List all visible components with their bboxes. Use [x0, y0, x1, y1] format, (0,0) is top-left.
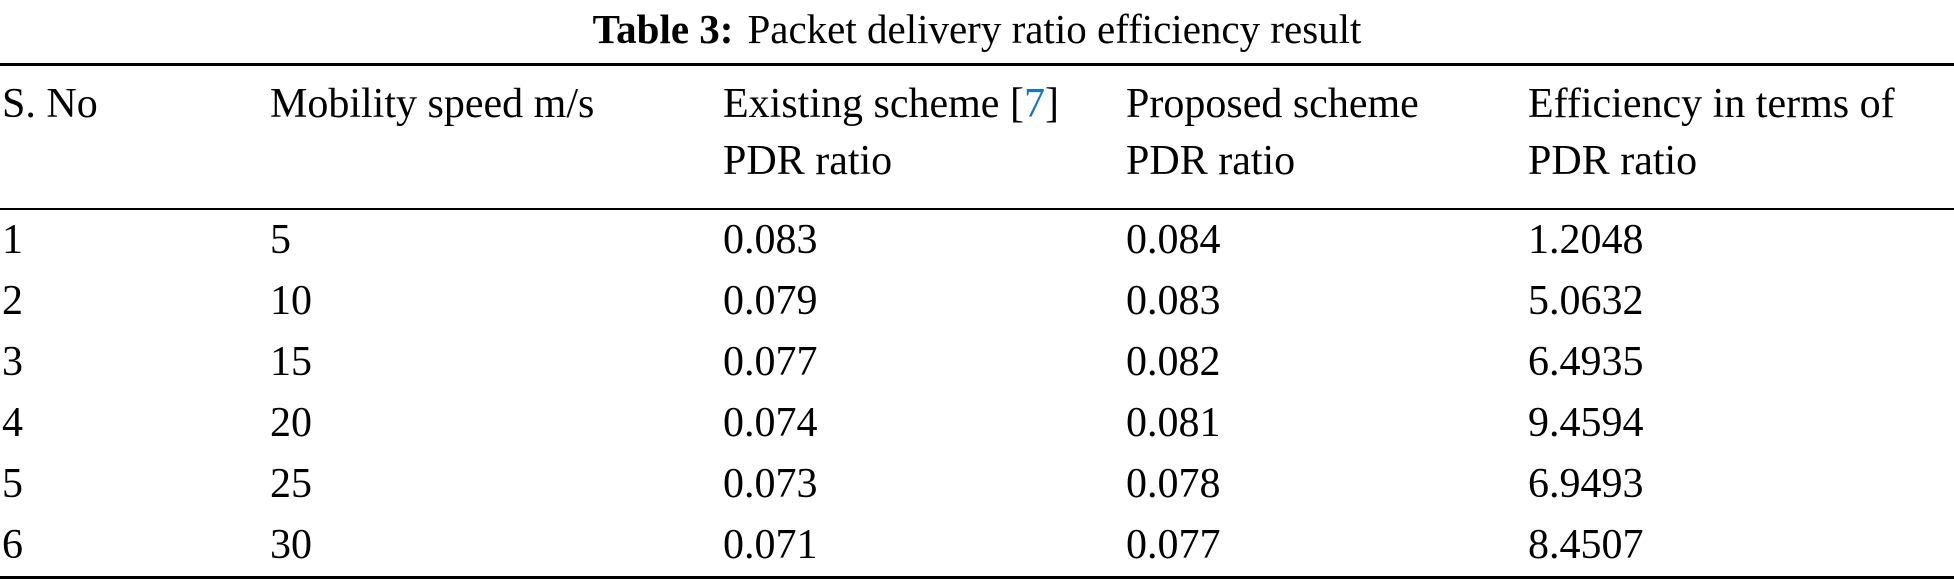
table-body: 1 5 0.083 0.084 1.2048 2 10 0.079 0.083 … [0, 209, 1954, 578]
table-row: 5 25 0.073 0.078 6.9493 [0, 454, 1954, 515]
cell-proposed-pdr: 0.084 [1126, 217, 1221, 263]
table-row: 3 15 0.077 0.082 6.4935 [0, 332, 1954, 393]
cell-sno: 5 [2, 461, 23, 507]
header-proposed-line2: PDR ratio [1126, 138, 1296, 184]
cell-efficiency: 1.2048 [1528, 217, 1644, 263]
cell-proposed-pdr: 0.082 [1126, 339, 1221, 385]
cell-proposed-pdr: 0.083 [1126, 278, 1221, 324]
cell-existing-pdr: 0.079 [723, 278, 818, 324]
cell-existing-pdr: 0.077 [723, 339, 818, 385]
table-header: S. No Mobility speed m/s Existing scheme… [0, 65, 1954, 210]
cell-sno: 4 [2, 400, 23, 446]
cell-sno: 1 [2, 217, 23, 263]
column-header-existing-scheme: Existing scheme [7] PDR ratio [723, 65, 1126, 210]
cell-efficiency: 6.4935 [1528, 339, 1644, 385]
header-efficiency-line1: Efficiency in terms of [1528, 81, 1895, 127]
table-row: 1 5 0.083 0.084 1.2048 [0, 209, 1954, 271]
cell-efficiency: 8.4507 [1528, 522, 1644, 568]
cell-mobility-speed: 5 [270, 217, 291, 263]
cell-existing-pdr: 0.071 [723, 522, 818, 568]
cell-efficiency: 5.0632 [1528, 278, 1644, 324]
header-row: S. No Mobility speed m/s Existing scheme… [0, 65, 1954, 210]
citation-ref-7-link[interactable]: 7 [1023, 81, 1045, 127]
cell-existing-pdr: 0.073 [723, 461, 818, 507]
column-header-proposed-scheme: Proposed scheme PDR ratio [1126, 65, 1528, 210]
table-caption: Table 3: Packet delivery ratio efficiency… [0, 0, 1954, 63]
table-caption-text: Packet delivery ratio efficiency result [747, 6, 1362, 52]
header-mobility-label: Mobility speed m/s [270, 81, 595, 127]
cell-efficiency: 9.4594 [1528, 400, 1644, 446]
cell-sno: 6 [2, 522, 23, 568]
cell-proposed-pdr: 0.078 [1126, 461, 1221, 507]
header-existing-line1: Existing scheme [7] [723, 76, 1126, 133]
cell-existing-pdr: 0.074 [723, 400, 818, 446]
cell-proposed-pdr: 0.077 [1126, 522, 1221, 568]
table-row: 4 20 0.074 0.081 9.4594 [0, 393, 1954, 454]
cell-proposed-pdr: 0.081 [1126, 400, 1221, 446]
cell-sno: 2 [2, 278, 23, 324]
column-header-mobility-speed: Mobility speed m/s [270, 65, 723, 210]
header-proposed-line1: Proposed scheme [1126, 81, 1419, 127]
header-existing-bracket-close: ] [1044, 81, 1059, 127]
cell-efficiency: 6.9493 [1528, 461, 1644, 507]
cell-mobility-speed: 20 [270, 400, 312, 446]
cell-existing-pdr: 0.083 [723, 217, 818, 263]
pdr-efficiency-table: S. No Mobility speed m/s Existing scheme… [0, 63, 1954, 579]
header-existing-text: Existing scheme [ [723, 81, 1024, 127]
header-existing-line2: PDR ratio [723, 138, 893, 184]
table-row: 6 30 0.071 0.077 8.4507 [0, 515, 1954, 578]
table-row: 2 10 0.079 0.083 5.0632 [0, 271, 1954, 332]
cell-mobility-speed: 30 [270, 522, 312, 568]
cell-mobility-speed: 15 [270, 339, 312, 385]
header-sno-label: S. No [2, 81, 98, 127]
column-header-efficiency: Efficiency in terms of PDR ratio [1528, 65, 1954, 210]
cell-mobility-speed: 25 [270, 461, 312, 507]
column-header-sno: S. No [0, 65, 270, 210]
table-caption-label: Table 3: [592, 6, 734, 52]
cell-sno: 3 [2, 339, 23, 385]
header-efficiency-line2: PDR ratio [1528, 138, 1698, 184]
cell-mobility-speed: 10 [270, 278, 312, 324]
